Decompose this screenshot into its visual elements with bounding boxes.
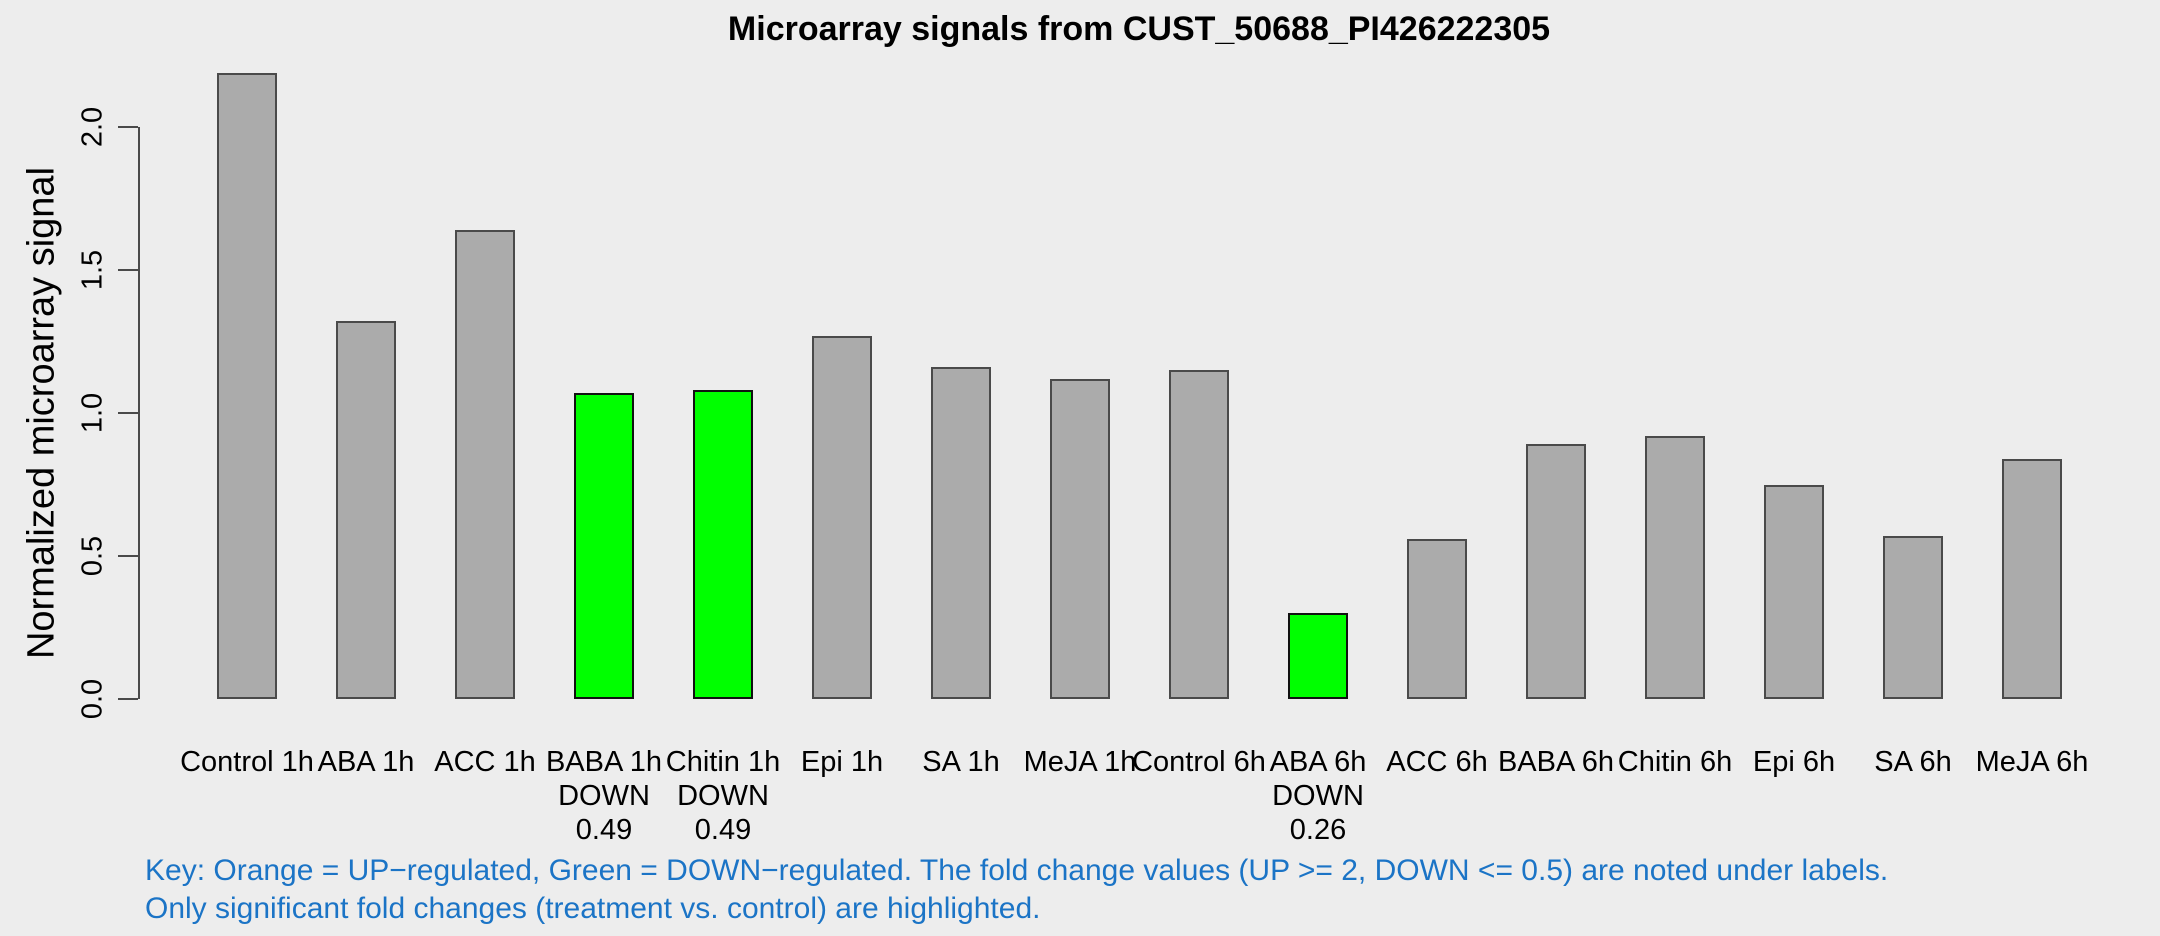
- x-label-text: ABA 1h: [317, 746, 415, 778]
- y-tick: [118, 269, 138, 271]
- x-label-text: MeJA 6h: [1975, 746, 2089, 778]
- bar-acc-6h: [1407, 538, 1467, 699]
- x-label-text: ABA 6h: [1269, 746, 1367, 778]
- y-tick: [118, 412, 138, 414]
- x-label-text: SA 1h: [922, 746, 1000, 778]
- bar-aba-6h: [1288, 613, 1348, 699]
- bar-control-1h: [217, 72, 277, 699]
- x-label-epi-1h: Epi 1h: [801, 745, 883, 779]
- bar-epi-1h: [812, 335, 872, 699]
- x-label-aba-6h: ABA 6h DOWN 0.26: [1270, 745, 1367, 847]
- bar-meja-6h: [2002, 458, 2062, 699]
- fold-change-note: 0.26: [1289, 814, 1347, 846]
- bar-sa-6h: [1883, 535, 1943, 699]
- y-tick: [118, 698, 138, 700]
- x-label-text: ACC 1h: [434, 746, 536, 778]
- bar-aba-1h: [336, 321, 396, 699]
- x-label-control-6h: Control 6h: [1132, 745, 1266, 779]
- chart-key-line1: Key: Orange = UP−regulated, Green = DOWN…: [145, 854, 1889, 887]
- x-label-acc-6h: ACC 6h: [1386, 745, 1488, 779]
- x-label-text: BABA 6h: [1497, 746, 1615, 778]
- bar-baba-6h: [1526, 444, 1586, 699]
- x-label-epi-6h: Epi 6h: [1753, 745, 1835, 779]
- x-label-meja-6h: MeJA 6h: [1976, 745, 2089, 779]
- y-axis-line: [138, 127, 140, 699]
- fold-change-note: 0.49: [575, 814, 633, 846]
- x-label-chitin-1h: Chitin 1h DOWN 0.49: [666, 745, 780, 847]
- bar-baba-1h: [574, 392, 634, 699]
- chart-key: Key: Orange = UP−regulated, Green = DOWN…: [145, 852, 1888, 928]
- bar-meja-1h: [1050, 378, 1110, 699]
- y-tick-label: 1.5: [76, 249, 109, 291]
- x-label-text: Epi 1h: [800, 746, 884, 778]
- x-label-text: Epi 6h: [1752, 746, 1836, 778]
- x-label-control-1h: Control 1h: [180, 745, 314, 779]
- x-label-baba-1h: BABA 1h DOWN 0.49: [546, 745, 662, 847]
- bar-acc-1h: [455, 229, 515, 699]
- y-axis-title: Normalized microarray signal: [20, 166, 63, 660]
- fold-change-note: DOWN: [558, 780, 650, 812]
- x-label-chitin-6h: Chitin 6h: [1618, 745, 1732, 779]
- fold-change-note: 0.49: [694, 814, 752, 846]
- y-tick-label: 1.0: [76, 392, 109, 434]
- y-tick: [118, 555, 138, 557]
- x-label-baba-6h: BABA 6h: [1498, 745, 1614, 779]
- y-tick: [118, 126, 138, 128]
- bar-chitin-6h: [1645, 435, 1705, 699]
- x-label-aba-1h: ABA 1h: [318, 745, 415, 779]
- bar-sa-1h: [931, 367, 991, 699]
- x-label-sa-1h: SA 1h: [922, 745, 999, 779]
- x-label-text: SA 6h: [1874, 746, 1952, 778]
- x-label-text: Control 1h: [180, 746, 314, 778]
- fold-change-note: DOWN: [1272, 780, 1364, 812]
- fold-change-note: DOWN: [677, 780, 769, 812]
- x-label-meja-1h: MeJA 1h: [1024, 745, 1137, 779]
- bar-control-6h: [1169, 370, 1229, 699]
- x-label-sa-6h: SA 6h: [1874, 745, 1951, 779]
- x-label-text: Control 6h: [1132, 746, 1266, 778]
- bar-epi-6h: [1764, 484, 1824, 699]
- y-tick-label: 2.0: [76, 106, 109, 148]
- x-label-text: Chitin 1h: [665, 746, 781, 778]
- x-label-text: BABA 1h: [545, 746, 663, 778]
- y-tick-label: 0.5: [76, 535, 109, 577]
- x-label-acc-1h: ACC 1h: [434, 745, 536, 779]
- x-label-text: MeJA 1h: [1023, 746, 1137, 778]
- chart-key-line2: Only significant fold changes (treatment…: [145, 892, 1041, 925]
- x-label-text: Chitin 6h: [1617, 746, 1733, 778]
- chart-title: Microarray signals from CUST_50688_PI426…: [727, 10, 1551, 48]
- bar-chitin-1h: [693, 390, 753, 699]
- x-label-text: ACC 6h: [1386, 746, 1488, 778]
- y-tick-label: 0.0: [76, 678, 109, 720]
